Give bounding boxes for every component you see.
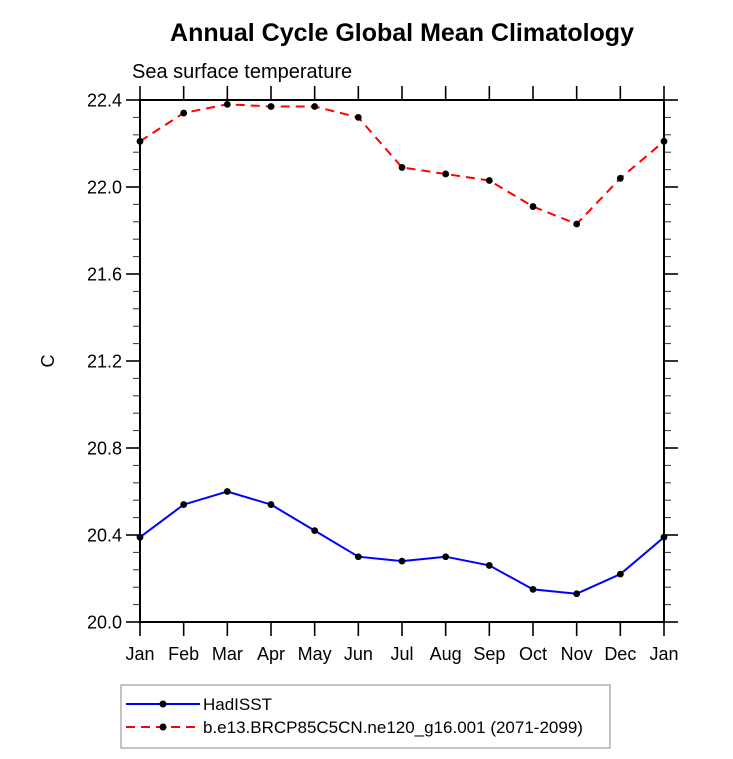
data-point [311, 103, 319, 110]
legend-box [120, 684, 611, 749]
legend-label-model: b.e13.BRCP85C5CN.ne120_g16.001 (2071-209… [203, 718, 583, 737]
x-tick-label: Jun [344, 644, 373, 664]
data-point [442, 553, 450, 561]
chart-title: Annual Cycle Global Mean Climatology [170, 19, 634, 47]
data-point [616, 570, 624, 578]
data-point [136, 533, 144, 541]
data-point [267, 103, 275, 110]
data-point [354, 114, 362, 121]
x-tick-label: Dec [604, 644, 636, 664]
legend-item-model: b.e13.BRCP85C5CN.ne120_g16.001 (2071-209… [126, 718, 583, 737]
x-tick-label: Mar [212, 644, 243, 664]
data-point [573, 590, 581, 598]
data-point [223, 100, 231, 108]
x-tick-label: Oct [519, 644, 547, 664]
chart-subtitle: Sea surface temperature [132, 61, 352, 83]
x-tick-label: Aug [430, 644, 462, 664]
y-tick-label: 20.4 [87, 526, 122, 546]
data-point [529, 203, 537, 210]
y-tick-label: 21.6 [87, 265, 122, 285]
data-point [398, 557, 406, 565]
legend-item-hadisst: HadISST [126, 695, 272, 714]
data-point [180, 109, 188, 117]
y-axis-label: C [38, 355, 58, 368]
y-tick-label: 21.2 [87, 352, 122, 372]
data-point [660, 137, 668, 145]
data-point [529, 585, 537, 593]
data-point [354, 553, 362, 561]
data-point [398, 164, 406, 171]
legend-marker-icon [159, 700, 167, 708]
data-point [223, 488, 231, 495]
data-point [442, 170, 450, 178]
x-tick-label: May [298, 644, 332, 664]
legend-marker-icon [159, 723, 167, 731]
y-tick-label: 20.8 [87, 439, 122, 459]
x-tick-label: Jan [125, 644, 154, 664]
legend: HadISST b.e13.BRCP85C5CN.ne120_g16.001 (… [120, 684, 611, 749]
x-tick-label: Feb [168, 644, 199, 664]
data-point [573, 220, 581, 228]
x-tick-label: Sep [473, 644, 505, 664]
data-point [180, 501, 188, 508]
y-tick-label: 20.0 [87, 613, 122, 633]
x-tick-label: Nov [561, 644, 593, 664]
plot-frame [139, 99, 665, 623]
data-point [485, 562, 493, 569]
plot-area: 20.0 20.4 20.8 21.2 21.6 22.0 22.4 Jan Feb Mar Apr… [87, 86, 679, 664]
data-point [311, 527, 319, 535]
series-line-0 [139, 490, 665, 595]
y-tick-label: 22.0 [87, 178, 122, 198]
x-tick-label: Apr [257, 644, 285, 664]
data-point [660, 533, 668, 541]
x-tick-label: Jan [649, 644, 678, 664]
data-point [267, 501, 275, 508]
y-tick-label: 22.4 [87, 91, 122, 111]
x-tick-label: Jul [390, 644, 413, 664]
data-point [136, 137, 144, 145]
data-point [485, 177, 493, 184]
data-point [616, 174, 624, 182]
legend-label-hadisst: HadISST [203, 695, 272, 714]
